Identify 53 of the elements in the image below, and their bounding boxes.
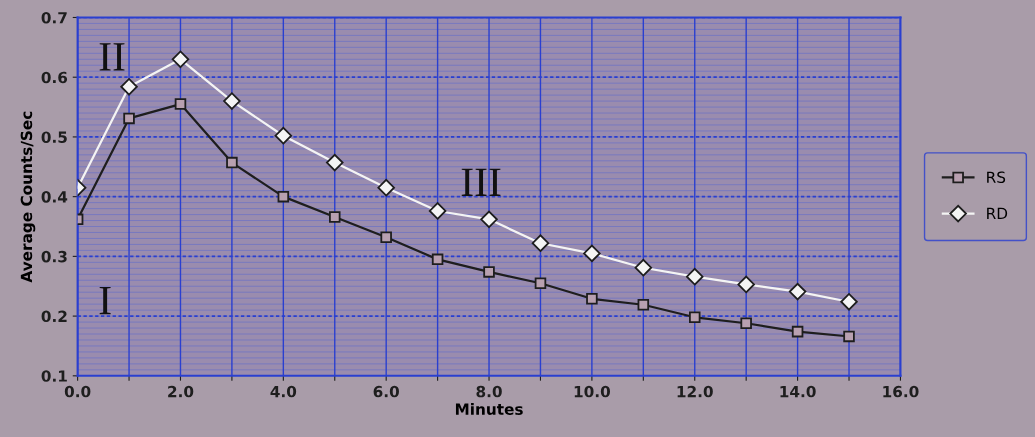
y-tick-label: 0.3 — [41, 250, 67, 263]
point — [431, 253, 444, 266]
point — [688, 311, 701, 324]
legend-label: RD — [987, 207, 1008, 219]
point — [637, 298, 650, 311]
x-tick-label: 16.0 — [883, 385, 919, 398]
point — [328, 211, 341, 223]
x-tick-label: 10.0 — [574, 385, 611, 398]
point — [483, 266, 495, 278]
point — [788, 282, 807, 301]
x-tick-label: 2.0 — [168, 385, 194, 398]
point — [685, 267, 704, 286]
point — [174, 98, 187, 110]
point — [277, 190, 290, 203]
point — [171, 50, 190, 69]
x-tick-label: 4.0 — [270, 385, 297, 398]
x-tick-label: 14.0 — [780, 385, 816, 398]
point — [843, 330, 855, 343]
point — [325, 153, 344, 172]
annotation: I — [99, 286, 111, 315]
point — [586, 293, 598, 305]
point — [634, 258, 653, 277]
point — [740, 317, 752, 330]
x-tick-label: 8.0 — [476, 385, 502, 398]
point — [428, 202, 447, 220]
point — [583, 244, 601, 263]
y-axis-title: Average Counts/Sec — [20, 111, 36, 283]
y-tick-label: 0.6 — [41, 71, 68, 84]
x-tick-label: 6.0 — [373, 385, 399, 398]
point — [120, 77, 138, 96]
legend-label: RS — [987, 171, 1006, 183]
y-tick-label: 0.1 — [41, 370, 67, 382]
annotation: III — [461, 168, 501, 196]
annotation: II — [99, 43, 125, 71]
point — [531, 234, 550, 252]
y-tick-label: 0.4 — [41, 191, 68, 203]
point — [226, 156, 238, 169]
point — [377, 178, 395, 197]
x-tick-label: 12.0 — [677, 385, 713, 398]
y-tick-label: 0.5 — [41, 131, 67, 143]
point — [223, 92, 241, 110]
y-tick-label: 0.7 — [41, 11, 67, 24]
point — [274, 126, 293, 145]
point — [480, 210, 498, 229]
point — [123, 112, 135, 125]
point — [534, 277, 547, 290]
x-axis-title: Minutes — [455, 403, 523, 415]
point — [380, 231, 392, 244]
point — [737, 275, 755, 294]
point — [840, 293, 858, 311]
x-tick-label: 0.0 — [64, 385, 91, 398]
point — [791, 325, 804, 338]
y-tick-label: 0.2 — [41, 310, 67, 323]
